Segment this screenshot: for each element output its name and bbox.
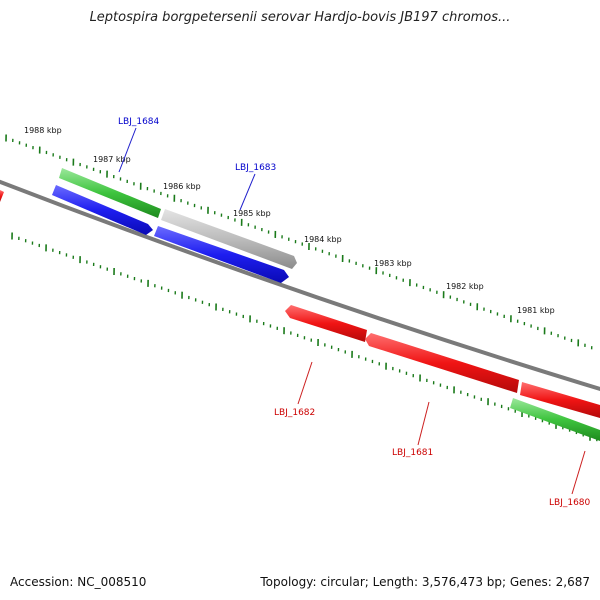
map-title: Leptospira borgpetersenii serovar Hardjo… <box>89 10 511 25</box>
gene-label-lbj-1681[interactable]: LBJ_1681 <box>392 448 433 458</box>
kbp-label: 1988 kbp <box>24 126 62 135</box>
gene-label-lbj-1680[interactable]: LBJ_1680 <box>549 498 591 508</box>
kbp-label: 1982 kbp <box>446 282 484 291</box>
kbp-label: 1983 kbp <box>374 259 412 268</box>
feature-red-reverse-3[interactable] <box>520 382 600 418</box>
feature-red-reverse-2[interactable] <box>365 333 519 393</box>
kbp-label: 1986 kbp <box>163 182 201 191</box>
leader-line <box>118 127 137 173</box>
backbone-line <box>0 179 600 392</box>
outer-tick-row <box>5 134 593 350</box>
kbp-label: 1984 kbp <box>304 235 342 244</box>
leader-line <box>417 401 430 446</box>
feature-red-left[interactable] <box>0 190 4 202</box>
feature-blue-forward-2[interactable] <box>154 226 289 283</box>
kbp-label: 1987 kbp <box>93 155 131 164</box>
accession-text: Accession: NC_008510 <box>10 575 147 589</box>
leader-line <box>239 173 256 211</box>
feature-red-reverse-1[interactable] <box>285 305 367 342</box>
summary-text: Topology: circular; Length: 3,576,473 bp… <box>260 575 590 589</box>
kbp-label: 1981 kbp <box>517 306 555 315</box>
feature-blue-forward-1[interactable] <box>52 185 153 235</box>
kbp-label-group: 1988 kbp 1987 kbp 1986 kbp 1985 kbp 1984… <box>24 126 555 315</box>
kbp-label: 1985 kbp <box>233 209 271 218</box>
gene-label-lbj-1682[interactable]: LBJ_1682 <box>274 408 315 418</box>
leader-line <box>571 450 586 495</box>
gene-label-lbj-1683[interactable]: LBJ_1683 <box>235 163 276 173</box>
gene-label-lbj-1684[interactable]: LBJ_1684 <box>118 117 160 127</box>
feature-green-forward[interactable] <box>59 168 161 218</box>
leader-line <box>297 361 313 405</box>
feature-track <box>0 168 600 441</box>
feature-green-right[interactable] <box>510 398 600 441</box>
feature-gray[interactable] <box>161 209 297 269</box>
gene-label-group: LBJ_1684 LBJ_1683 LBJ_1682 LBJ_1681 LBJ_… <box>118 117 591 508</box>
